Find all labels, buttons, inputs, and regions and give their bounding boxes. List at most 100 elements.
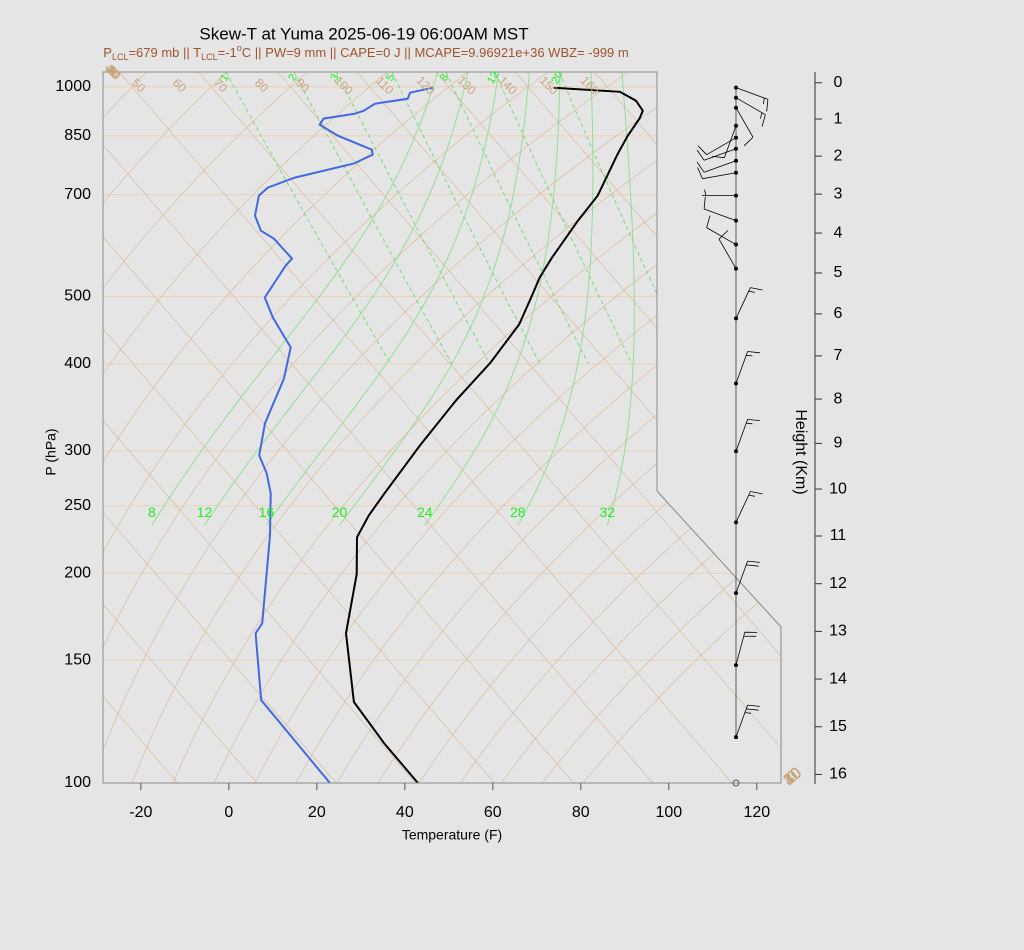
isotherm [103,72,495,783]
dry-adiabat [336,72,781,783]
y2-tick-label: 16 [829,766,847,783]
x-tick-label: 80 [572,804,590,821]
moist-adiabat-label: 28 [510,504,526,520]
profile-line [344,86,644,783]
wind-barb [735,97,766,127]
dry-adiabat [103,72,227,783]
wind-barb [735,351,760,384]
isotherm [103,72,654,783]
y2-tick-label: 6 [834,305,843,322]
y-tick-label: 400 [64,355,91,372]
isotherm [103,72,258,783]
x-tick-label: 0 [224,804,233,821]
isotherm [103,72,416,783]
profiles [253,86,644,783]
wind-barb [735,419,760,452]
wind-barb [735,87,769,112]
mixing-ratio-label: 5 [384,72,397,83]
dry-adiabat [103,72,468,783]
isotherm [118,72,733,783]
x-axis-label: Temperature (F) [402,827,502,843]
wind-barb [706,215,737,245]
subtitle-subscript: LCL [201,52,218,62]
dry-adiabat [500,72,781,783]
moist-adiabat [339,72,530,526]
dry-adiabat [541,72,781,783]
y-tick-label: 100 [64,774,91,791]
mixing-ratio-label: 8 [438,72,451,83]
dry-adiabat [582,72,781,783]
dry-adiabat [254,72,781,783]
moist-adiabat [517,72,594,526]
y2-tick-label: 3 [834,185,843,202]
y2-tick-label: 7 [834,347,843,364]
dry-adiabat [103,72,709,783]
x-tick-label: 100 [655,804,682,821]
y-tick-label: 700 [64,186,91,203]
wind-barb [735,491,763,523]
x-tick-label: 60 [484,804,502,821]
y-tick-label: 250 [64,497,91,514]
isotherm [514,72,781,783]
moist-adiabat-label: 16 [259,504,275,520]
dry-adiabat [103,72,549,783]
mixing-ratio-line [494,72,633,364]
subtitle-part: =-1 [218,45,237,60]
wind-barb [697,167,737,180]
x-tick-label: 20 [308,804,326,821]
moist-adiabat-label: 12 [197,504,213,520]
moist-adiabat [266,72,500,526]
chart-subtitle: PLCL=679 mb || TLCL=-1oC || PW=9 mm || C… [103,43,628,62]
wind-barb [735,107,754,147]
mixing-ratio-line [445,72,589,365]
moist-adiabat [424,72,561,526]
wind-barb [703,196,737,222]
wind-barb [696,148,737,161]
mixing-ratio-label: 12 [485,69,502,86]
mixing-ratio-line [293,72,453,365]
y-axis-label: P (hPa) [43,428,59,475]
subtitle-superscript: o [237,43,242,53]
y-tick-label: 150 [64,652,91,669]
x-tick-label: 120 [743,804,770,821]
subtitle-part: =679 mb || T [128,45,201,60]
mixing-ratio-line [335,72,491,365]
wind-barb [735,287,763,319]
isotherm [103,72,337,783]
y-tick-label: 300 [64,442,91,459]
subtitle-subscript: LCL [112,52,129,62]
profile-line [253,86,434,783]
y-tick-label: 1000 [55,78,91,95]
dry-adiabat [103,72,308,783]
mixing-ratio-line [558,72,690,364]
y-tick-label: 500 [64,288,91,305]
wind-barb [697,137,737,156]
dry-adiabat [459,72,781,783]
y2-axis-label: Height (Km) [792,409,809,494]
subtitle-part: C || PW=9 mm || CAPE=0 J || MCAPE=9.9692… [242,45,629,60]
wind-barb [712,125,737,159]
x-tick-label: 40 [396,804,414,821]
mixing-ratio-line [391,72,541,365]
y2-tick-label: 10 [829,480,847,497]
wind-barb [718,230,737,269]
mixing-ratio-label: 1 [218,72,231,83]
y2-tick-label: 0 [834,74,843,91]
x-tick-label: -20 [129,804,152,821]
y2-tick-label: 1 [834,110,843,127]
wind-top-marker [732,779,740,787]
wind-barb [696,160,737,173]
y2-tick-label: 9 [834,435,843,452]
subtitle-part: P [103,45,112,60]
chart-title: Skew-T at Yuma 2025-06-19 06:00AM MST [199,24,528,43]
isotherm [103,72,574,783]
moist-adiabat-label: 20 [332,504,348,520]
y2-tick-label: 5 [834,264,843,281]
y2-tick-label: 14 [829,670,847,687]
y2-tick-label: 13 [829,623,847,640]
moist-adiabat [606,72,635,526]
y2-tick-label: 11 [830,527,847,544]
mixing-ratio-label: 20 [549,69,566,86]
